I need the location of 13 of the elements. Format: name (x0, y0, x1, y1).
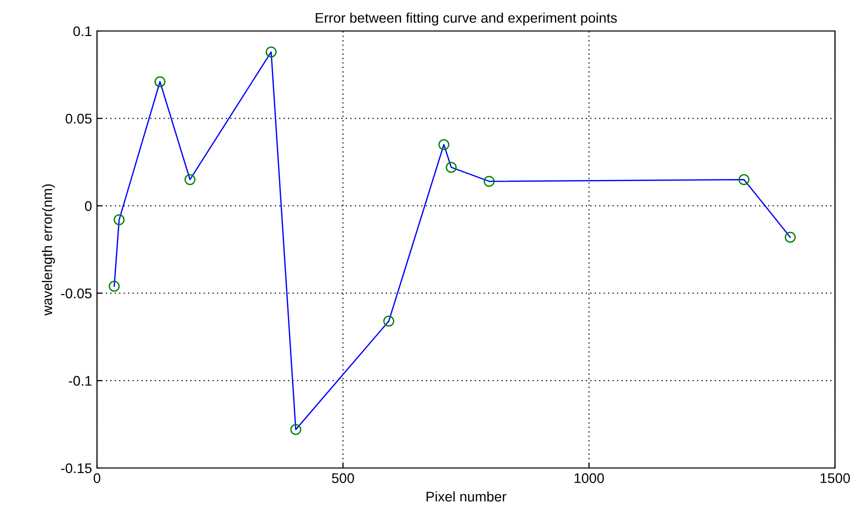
y-tick-label: 0.05 (66, 114, 92, 124)
y-tick-label: -0.1 (68, 376, 92, 386)
chart-title: Error between fitting curve and experiment points (316, 12, 617, 26)
y-tick-label: 0.1 (73, 26, 92, 36)
x-axis-title: Pixel number (426, 491, 506, 502)
y-tick-label: 0 (84, 201, 92, 211)
y-tick-label: -0.15 (61, 463, 92, 474)
y-tick-label: -0.05 (61, 288, 92, 298)
x-tick-label: 500 (332, 473, 354, 484)
x-tick-label: 1000 (574, 473, 604, 484)
x-tick-label: 1500 (820, 473, 850, 484)
y-axis-title: wavelength error(nm) (42, 184, 55, 316)
x-tick-label: 0 (94, 473, 100, 484)
